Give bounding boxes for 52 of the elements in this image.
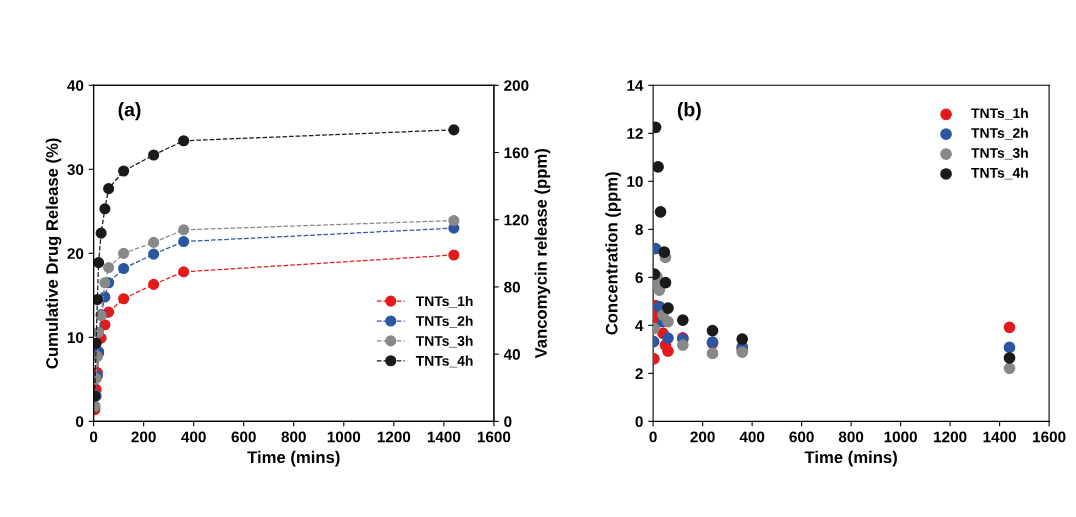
y-tick-label: 30 (67, 164, 84, 176)
x-tick-label: 200 (690, 431, 715, 443)
x-tick-label: 1400 (983, 431, 1016, 443)
x-tick-label: 600 (231, 431, 256, 443)
x-tick-label: 1200 (377, 431, 411, 443)
x-tick-label: 1200 (934, 431, 967, 443)
x-axis-title: Time (mins) (247, 450, 340, 467)
y-axis-title: Cumulative Drug Release (%) (45, 138, 62, 369)
x-tick-label: 200 (131, 431, 156, 443)
y-tick-label: 0 (635, 416, 643, 428)
x-axis-title: Time (mins) (804, 450, 897, 467)
x-tick-label: 600 (789, 431, 814, 443)
y2-tick-label: 200 (504, 80, 529, 91)
x-tick-label: 400 (739, 431, 765, 443)
y-tick-label: 20 (67, 248, 84, 260)
x-tick-label: 0 (649, 431, 657, 443)
text: (b) (677, 102, 701, 121)
legend-label: TNTs_3h (971, 147, 1028, 160)
y-tick-label: 14 (627, 80, 644, 91)
legend-label: TNTs_4h (971, 167, 1028, 180)
x-tick-label: 1000 (327, 431, 361, 443)
legend-label: TNTs_2h (415, 315, 473, 328)
y2-tick-label: 0 (504, 416, 512, 428)
y2-tick-label: 120 (504, 214, 529, 226)
y-axis-title: Concentration (ppm) (605, 172, 621, 335)
x-tick-label: 0 (89, 431, 98, 443)
legend-label: TNTs_1h (971, 107, 1028, 120)
y-tick-label: 2 (635, 368, 643, 379)
x-tick-label: 1000 (884, 431, 917, 443)
y-tick-label: 10 (67, 332, 84, 344)
y2-axis-title: Vancomycin release (ppm) (534, 149, 551, 359)
x-tick-label: 800 (838, 431, 864, 443)
legend-label: TNTs_2h (971, 127, 1028, 140)
y2-tick-label: 160 (504, 147, 529, 159)
y-tick-label: 4 (635, 320, 644, 331)
y-tick-label: 40 (67, 80, 84, 91)
y-tick-label: 10 (627, 176, 643, 188)
text: (a) (118, 102, 141, 121)
y2-tick-label: 80 (504, 281, 520, 293)
y-tick-label: 8 (635, 224, 643, 236)
y2-tick-label: 40 (503, 349, 520, 360)
legend-label: TNTs_3h (415, 335, 473, 348)
legend-label: TNTs_4h (415, 355, 473, 368)
x-tick-label: 1400 (427, 431, 461, 443)
x-tick-label: 800 (281, 431, 306, 443)
x-tick-label: 400 (181, 431, 206, 443)
x-tick-label: 1600 (477, 431, 511, 443)
y-tick-label: 0 (76, 416, 84, 428)
x-tick-label: 1600 (1033, 431, 1066, 443)
y-tick-label: 12 (627, 128, 643, 139)
y-tick-label: 6 (635, 272, 643, 284)
legend-label: TNTs_1h (415, 295, 473, 308)
